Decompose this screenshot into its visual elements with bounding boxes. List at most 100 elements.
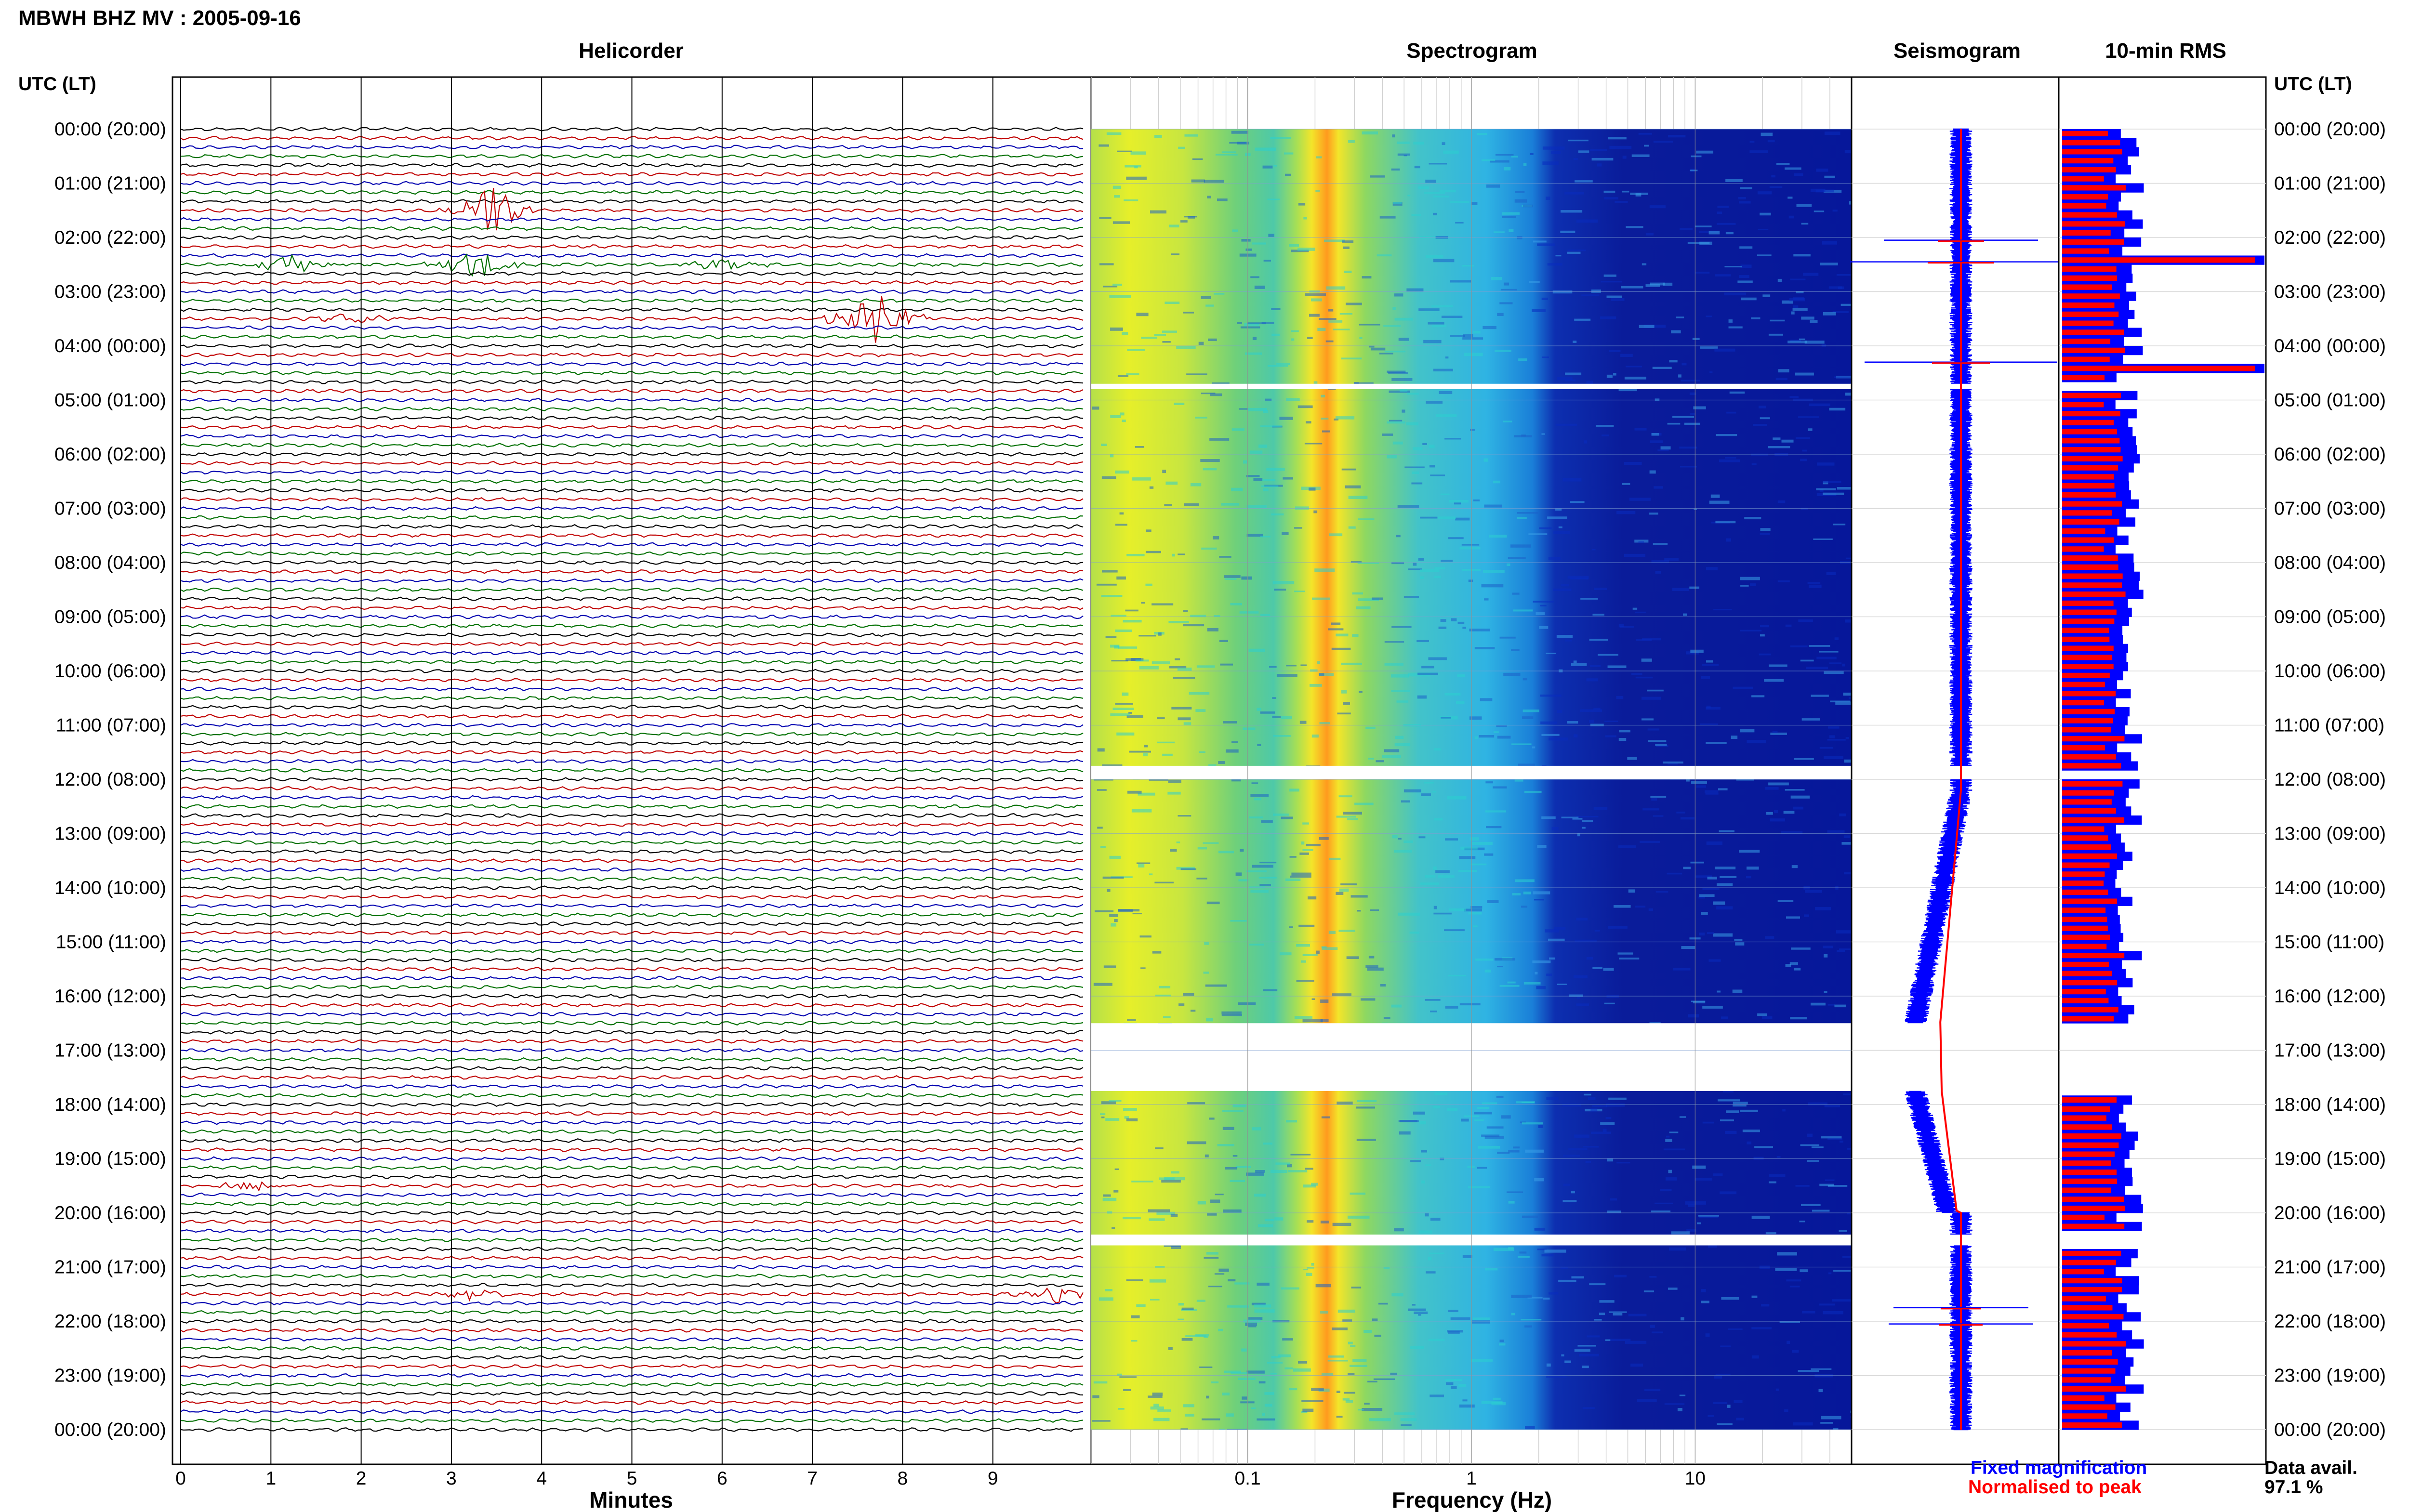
spectrogram-speckle [1618,737,1627,741]
spectrogram-speckle [1185,1413,1194,1417]
spectrogram-speckle [1434,576,1442,579]
spectrogram-speckle [1189,692,1210,695]
spectrogram-speckle [1518,358,1527,361]
spectrogram-speckle [1821,1416,1841,1420]
spectrogram-speckle [1845,557,1852,559]
spectrogram-speckle [1367,967,1384,971]
spectrogram-speckle [1824,954,1828,958]
time-label-right: 02:00 (22:00) [2274,227,2386,248]
spectrogram-speckle [1461,1118,1469,1122]
spectrogram-speckle [1115,524,1127,526]
spectrogram-speckle [1690,861,1704,864]
spectrogram-speckle [1449,201,1469,203]
spectrogram-speckle [1361,998,1376,1001]
spectrogram-speckle [1546,197,1550,200]
spectrogram-speckle [1726,1110,1739,1113]
spectrogram-speckle [1751,1355,1759,1359]
spectrogram-speckle [1481,1134,1500,1137]
spectrogram-speckle [1582,820,1593,822]
spectrogram-speckle [1663,282,1673,286]
spectrogram-speckle [1195,417,1207,419]
spectrogram-speckle [1690,170,1698,171]
spectrogram-speckle [1429,445,1435,448]
spectrogram-x-ticks: 0.1 1 10 [1234,1468,1706,1489]
spectrogram-speckle [1391,626,1412,628]
spectrogram-speckle [1555,508,1562,511]
spectrogram-speckle [1244,352,1262,355]
spectrogram-speckle [1258,877,1277,879]
spectrogram-speckle [1459,547,1481,550]
spectrogram-speckle [1842,1256,1852,1258]
spectrogram-speckle [1798,619,1813,622]
spectrogram-speckle [1694,225,1712,227]
spectrogram-speckle [1230,1180,1245,1183]
spectrogram-speckle [1145,551,1161,553]
spectrogram-speckle [1760,212,1771,216]
spectrogram-speckle [1511,649,1520,651]
spectrogram-speckle [1458,870,1477,872]
spectrogram-speckle [1517,517,1527,519]
spectrogram-speckle [1840,303,1852,306]
spectrogram-speckle [1204,1336,1208,1338]
spectrogram-speckle [1413,563,1417,566]
spectrogram-speckle [1114,1168,1119,1170]
spectrogram-speckle [1237,322,1243,324]
rms-bar-normalised [2062,889,2108,895]
time-label-left: 15:00 (11:00) [56,932,166,953]
spectrogram-speckle [1420,576,1425,579]
spectrogram-speckle [1272,697,1276,699]
rms-bar-normalised [2062,1124,2112,1130]
spectrogram-speckle [1603,274,1616,277]
spectrogram-speckle [1249,886,1265,889]
spectrogram-speckle [1150,1299,1160,1301]
spectrogram-speckle [1283,477,1294,480]
spectrogram-speckle [1511,1313,1515,1315]
spectrogram-speckle [1286,1120,1297,1123]
spectrogram-speckle [1262,479,1276,481]
spectrogram-speckle [1432,1106,1440,1109]
spectrogram-speckle [1823,312,1836,316]
spectrogram-speckle [1311,1262,1314,1266]
spectrogram-speckle [1229,142,1246,144]
spectrogram-speckle [1528,533,1548,535]
spectrogram-speckle [1681,1317,1684,1321]
spectrogram-speckle [1735,942,1745,946]
spectrogram-speckle [1817,462,1835,466]
spectrogram-speckle [1728,1328,1743,1330]
spectrogram-speckle [1819,489,1824,492]
time-label-left: 09:00 (05:00) [54,607,166,628]
spectrogram-speckle [1586,678,1598,682]
spectrogram-speckle [1629,498,1651,501]
spectrogram-speckle [1491,276,1502,280]
spectrogram-speckle [1178,553,1185,555]
spectrogram-speckle [1822,241,1837,245]
spectrogram-speckle [1828,1272,1832,1275]
spectrogram-speckle [1641,718,1654,721]
spectrogram-speckle [1319,837,1329,840]
spectrogram-speckle [1720,1345,1731,1347]
utc-label-right: UTC (LT) [2274,74,2352,94]
spectrogram-speckle [1254,797,1261,801]
spectrogram-speckle [1196,1300,1205,1302]
spectrogram-speckle [1311,597,1330,600]
spectrogram-speckle [1751,453,1768,456]
spectrogram-speckle [1635,611,1646,614]
spectrogram-speckle [1580,709,1602,712]
spectrogram-speckle [1206,1252,1218,1255]
spectrogram-speckle [1417,672,1438,675]
spectrogram-speckle [1368,758,1374,760]
spectrogram-speckle [1575,939,1597,942]
spectrogram-speckle [1241,239,1251,242]
spectrogram-speckle [1663,761,1683,764]
spectrogram-speckle [1255,1170,1266,1173]
rms-bar-normalised [2062,248,2109,254]
spectrogram-speckle [1157,1409,1171,1412]
spectrogram-speckle [1257,1282,1270,1286]
spectrogram-speckle [1800,659,1814,662]
spectrogram-speckle [1798,416,1819,418]
rms-bar-normalised [2062,934,2110,940]
spectrogram-speckle [1413,142,1425,145]
spectrogram-speckle [1336,892,1344,895]
spectrogram-speckle [1584,1093,1591,1096]
spectrogram-speckle [1547,516,1567,519]
